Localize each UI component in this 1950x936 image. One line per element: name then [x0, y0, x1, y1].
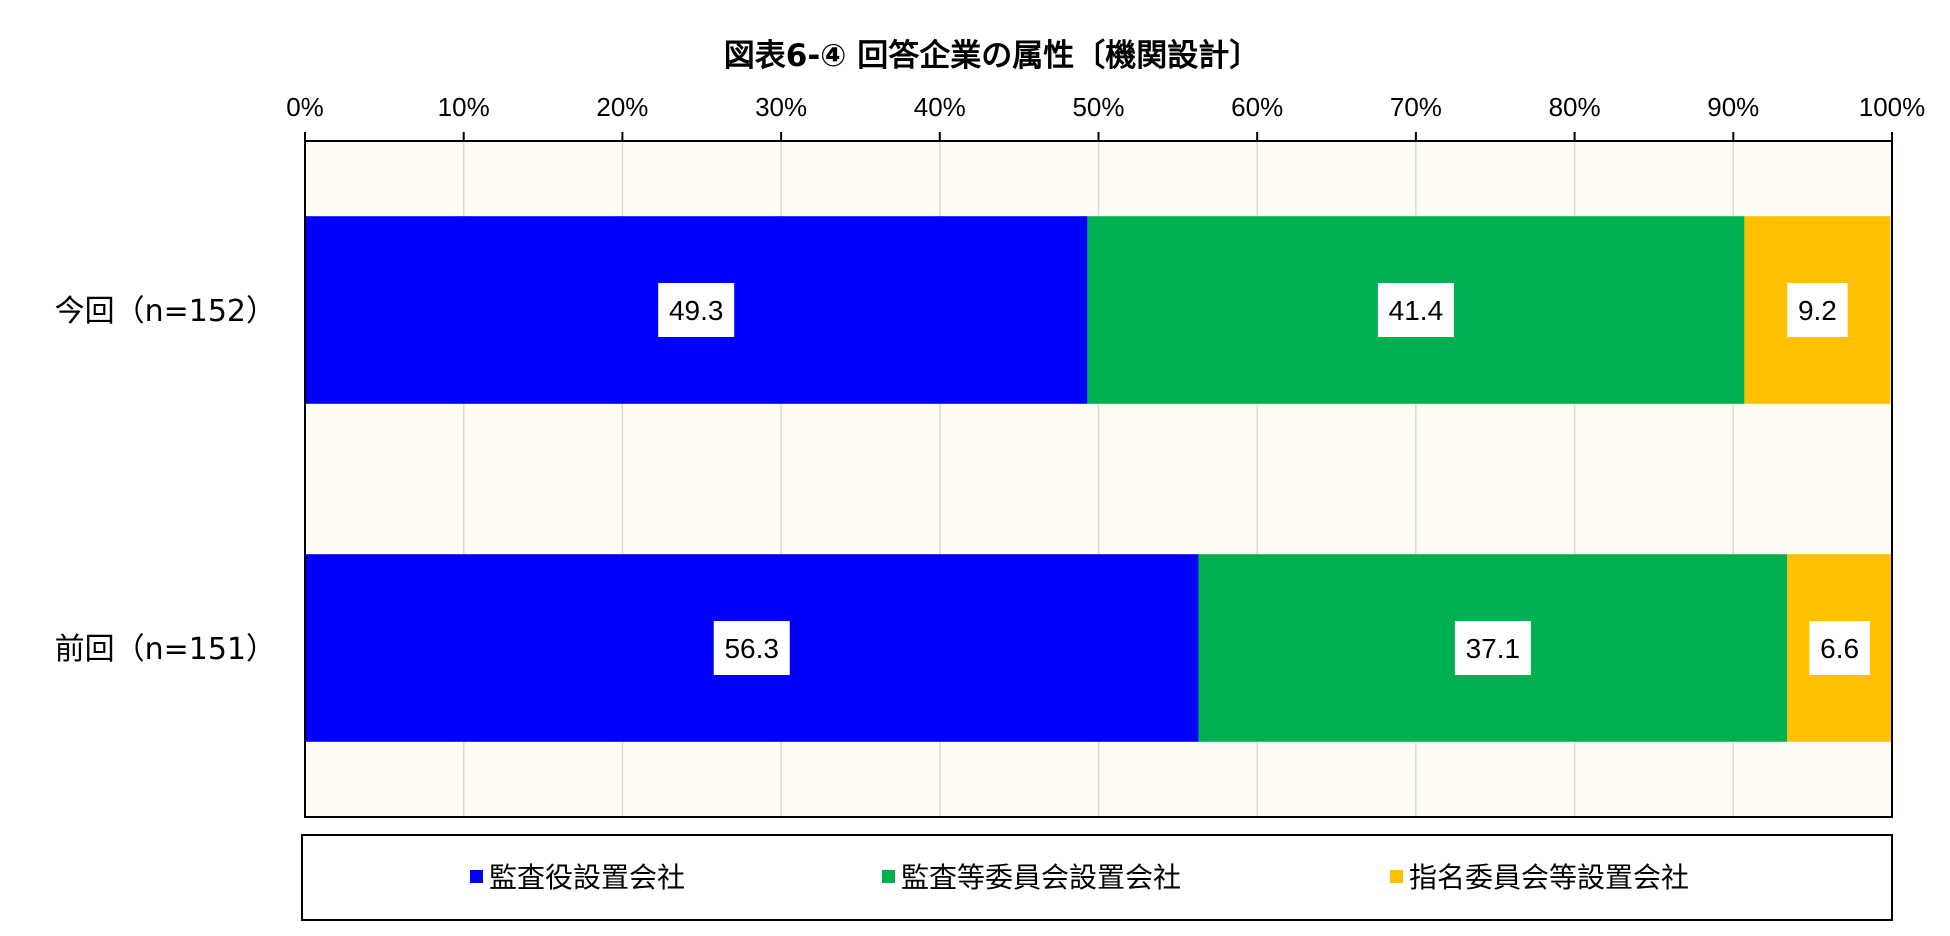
- x-tick-label: 100%: [1859, 92, 1926, 122]
- x-axis: 0% 10% 20% 30% 40% 50% 60% 70% 80% 90% 100%: [286, 92, 1925, 141]
- x-tick-label: 20%: [596, 92, 648, 122]
- x-tick-label: 40%: [914, 92, 966, 122]
- category-label: 今回（n=152）: [55, 294, 276, 329]
- legend-swatch: [882, 870, 895, 883]
- legend-swatch: [1390, 870, 1403, 883]
- x-tick-label: 60%: [1231, 92, 1283, 122]
- data-label-box: [1454, 621, 1531, 675]
- x-tick-label: 90%: [1707, 92, 1759, 122]
- y-axis: 今回（n=152） 前回（n=151）: [55, 294, 276, 667]
- data-label: 9.2: [1798, 295, 1837, 326]
- data-label: 6.6: [1820, 633, 1859, 664]
- data-label: 37.1: [1466, 633, 1521, 664]
- x-tick-label: 30%: [755, 92, 807, 122]
- plot-frame: [304, 140, 1893, 818]
- data-label-box: [1377, 283, 1454, 337]
- data-label: 49.3: [669, 295, 724, 326]
- data-label: 56.3: [724, 633, 779, 664]
- data-label-box: [658, 283, 735, 337]
- x-tick-label: 0%: [286, 92, 324, 122]
- data-label-box: [1787, 283, 1848, 337]
- x-tick-label: 70%: [1390, 92, 1442, 122]
- data-label-box: [713, 621, 790, 675]
- legend: 監査役設置会社 監査等委員会設置会社 指名委員会等設置会社: [470, 861, 1689, 894]
- legend-label: 監査等委員会設置会社: [901, 861, 1181, 894]
- legend-label: 監査役設置会社: [489, 861, 685, 894]
- x-tick-label: 50%: [1072, 92, 1124, 122]
- bars: 49.3 41.4 9.2 56.3 37.1 6.6: [305, 216, 1892, 742]
- legend-box: [301, 834, 1893, 921]
- chart-title: 図表6-④ 回答企業の属性〔機関設計〕: [724, 38, 1260, 74]
- data-label: 41.4: [1389, 295, 1444, 326]
- x-tick-label: 10%: [438, 92, 490, 122]
- x-tick-label: 80%: [1549, 92, 1601, 122]
- legend-label: 指名委員会等設置会社: [1409, 861, 1689, 894]
- legend-swatch: [470, 870, 483, 883]
- category-label: 前回（n=151）: [55, 632, 276, 667]
- data-label-box: [1809, 621, 1870, 675]
